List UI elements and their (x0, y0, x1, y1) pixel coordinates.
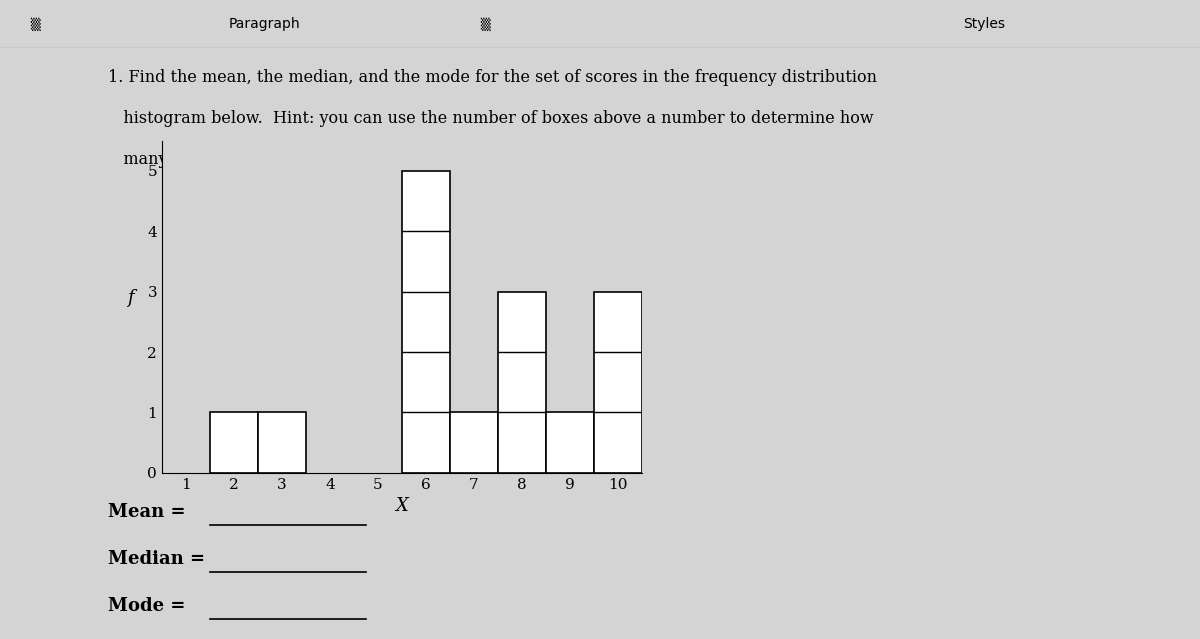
Bar (546, 412, 594, 473)
Bar (258, 412, 306, 473)
Text: Median =: Median = (108, 550, 205, 568)
Text: Paragraph: Paragraph (228, 17, 300, 31)
Text: 1. Find the mean, the median, and the mode for the set of scores in the frequenc: 1. Find the mean, the median, and the mo… (108, 68, 877, 86)
Y-axis label: f: f (127, 289, 134, 307)
Text: Mode =: Mode = (108, 597, 185, 615)
Bar (210, 412, 258, 473)
Text: Mean =: Mean = (108, 503, 186, 521)
Text: Styles: Styles (962, 17, 1004, 31)
Bar (402, 171, 450, 473)
Bar (498, 291, 546, 473)
Text: many times that number occurs.: many times that number occurs. (108, 151, 388, 168)
Bar (594, 291, 642, 473)
Text: ▒: ▒ (30, 17, 40, 31)
Text: ‖: ‖ (546, 151, 554, 167)
Text: histogram below.  Hint: you can use the number of boxes above a number to determ: histogram below. Hint: you can use the n… (108, 110, 874, 127)
Bar (450, 412, 498, 473)
Text: ▒: ▒ (480, 17, 490, 31)
X-axis label: X: X (396, 497, 408, 515)
